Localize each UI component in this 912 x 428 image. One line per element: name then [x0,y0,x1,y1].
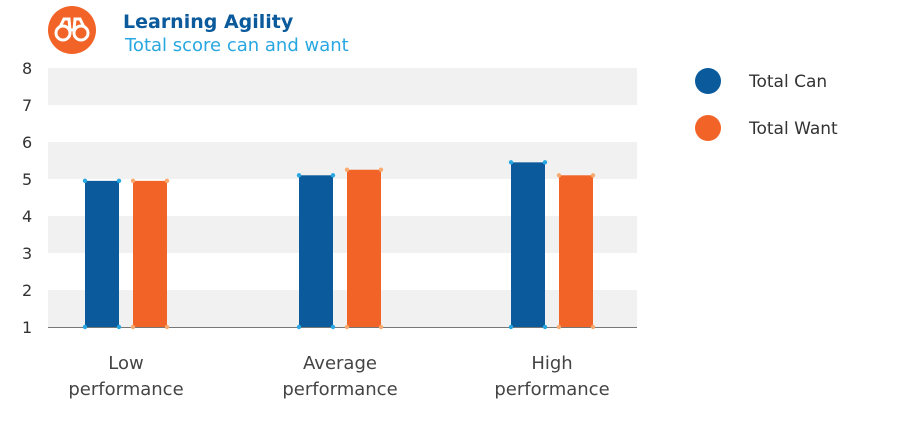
bar-corner-dot [556,324,562,330]
category-label: Average [303,353,377,374]
bar-corner-dot [556,173,562,178]
bar-corner-dot [296,173,302,178]
bar-corner-dot [164,178,170,184]
bar-corner-dot [590,173,596,178]
bar-corner-dot [508,160,514,165]
bar-corner-dot [378,167,384,172]
y-tick-label: 8 [22,59,32,78]
category-label: performance [282,379,397,400]
bar-corner-dot [130,178,136,184]
y-tick-label: 6 [22,133,32,152]
chart-title: Learning Agility [123,11,294,33]
y-tick-label: 2 [22,281,32,300]
bar-corner-dot [344,167,350,172]
bar-want [133,180,167,327]
bar-want [347,169,381,327]
legend-label: Total Can [748,72,827,92]
bar-corner-dot [296,324,302,330]
y-tick-label: 4 [22,207,32,226]
y-tick-label: 7 [22,96,32,115]
bar-can [299,175,333,327]
bar-corner-dot [542,324,548,330]
bar-corner-dot [590,324,596,330]
bar-corner-dot [330,173,336,178]
bar-corner-dot [378,324,384,330]
bar-corner-dot [116,178,122,184]
bar-corner-dot [130,324,136,330]
chart-subtitle: Total score can and want [124,35,349,56]
category-labels: Low performance Average performance High perf… [68,353,609,400]
bar-corner-dot [116,324,122,330]
legend: Total Can Total Want [695,68,838,141]
header-icon [48,6,96,54]
bar-corner-dot [164,324,170,330]
y-tick-label: 3 [22,244,32,263]
bar-corner-dot [542,160,548,165]
binoculars-icon [54,17,90,42]
bar-can [511,162,545,327]
bar-corner-dot [330,324,336,330]
grid-band [48,68,637,105]
bar-corner-dot [82,178,88,184]
bar-corner-dot [508,324,514,330]
bar-can [85,180,119,327]
bars [82,160,596,330]
category-label: Low [108,353,143,374]
y-tick-label: 5 [22,170,32,189]
grid-band [48,142,637,179]
category-label: High [531,353,572,374]
legend-label: Total Want [748,119,838,139]
y-axis-ticks: 1 2 3 4 5 6 7 8 [22,59,32,337]
bar-want [559,175,593,327]
bar-corner-dot [82,324,88,330]
bar-corner-dot [344,324,350,330]
y-tick-label: 1 [22,318,32,337]
category-label: performance [494,379,609,400]
legend-swatch [695,115,721,141]
legend-swatch [695,68,721,94]
category-label: performance [68,379,183,400]
